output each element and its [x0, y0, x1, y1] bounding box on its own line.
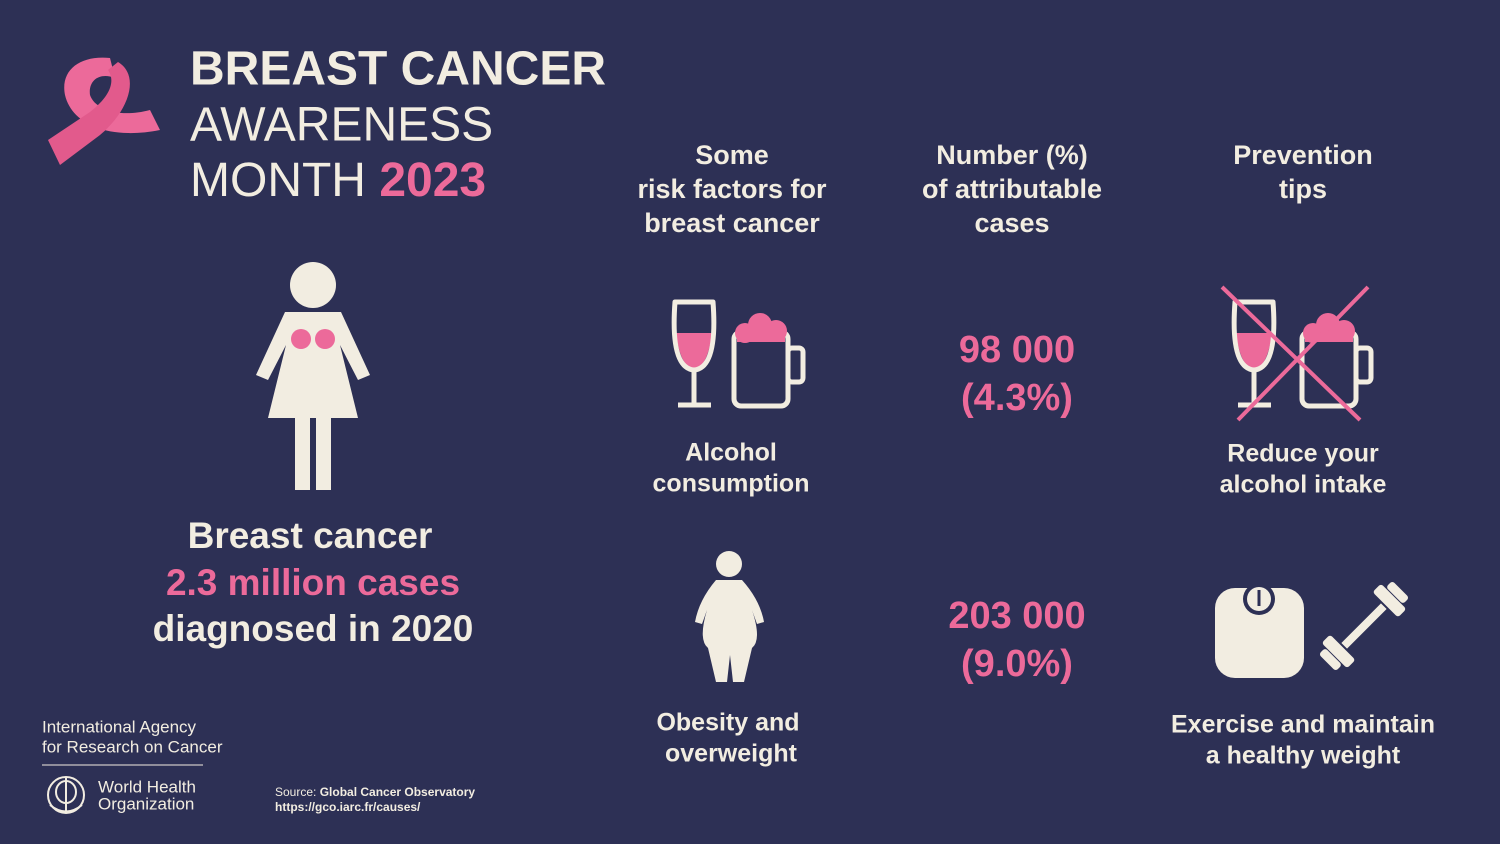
column-header: risk factors for [637, 174, 827, 204]
tip-label: alcohol intake [1220, 471, 1387, 499]
tip-label: Exercise and maintain [1171, 711, 1435, 739]
who-name: World Health [98, 777, 196, 796]
woman-icon [256, 262, 370, 490]
case-number: 98 000 [959, 329, 1075, 371]
column-header: Number (%) [936, 140, 1088, 170]
column-header: Prevention [1233, 140, 1373, 170]
factor-label: overweight [665, 740, 798, 768]
title-line: MONTH 2023 [190, 154, 486, 207]
column-header: Some [695, 140, 769, 170]
tip-label: Reduce your [1227, 440, 1379, 468]
stat-highlight: 2.3 million cases [166, 562, 460, 603]
who-emblem [47, 776, 85, 814]
stat-text: Breast cancer [188, 515, 433, 556]
title-word: MONTH [190, 154, 366, 207]
source: Source: Global Cancer Observatory [275, 785, 475, 799]
obesity-icon [695, 551, 764, 682]
exercise-icon [1215, 581, 1409, 678]
reduce-alcohol-icon [1220, 285, 1374, 422]
column-header: tips [1279, 174, 1327, 204]
title-year: 2023 [379, 154, 486, 207]
ribbon-icon [48, 57, 160, 165]
stat-text: diagnosed in 2020 [153, 608, 474, 649]
factor-label: Alcohol [685, 439, 777, 467]
factor-label: consumption [653, 470, 810, 498]
column-header: breast cancer [644, 208, 820, 238]
title-line: AWARENESS [190, 99, 493, 152]
source-url: https://gco.iarc.fr/causes/ [275, 800, 421, 814]
title-line: BREAST CANCER [190, 43, 606, 96]
tip-label: a healthy weight [1206, 742, 1401, 770]
case-percent: (4.3%) [961, 377, 1073, 419]
source-name: Global Cancer Observatory [320, 785, 476, 799]
column-header: of attributable [922, 174, 1102, 204]
case-number: 203 000 [948, 595, 1085, 637]
factor-label: Obesity and [656, 709, 799, 737]
iarc-name: International Agency [42, 717, 197, 736]
alcohol-icon [671, 299, 806, 409]
column-header: cases [974, 208, 1049, 238]
case-percent: (9.0%) [961, 643, 1073, 685]
source-label: Source: [275, 785, 316, 799]
who-name: Organization [98, 794, 194, 813]
iarc-name: for Research on Cancer [42, 737, 223, 756]
